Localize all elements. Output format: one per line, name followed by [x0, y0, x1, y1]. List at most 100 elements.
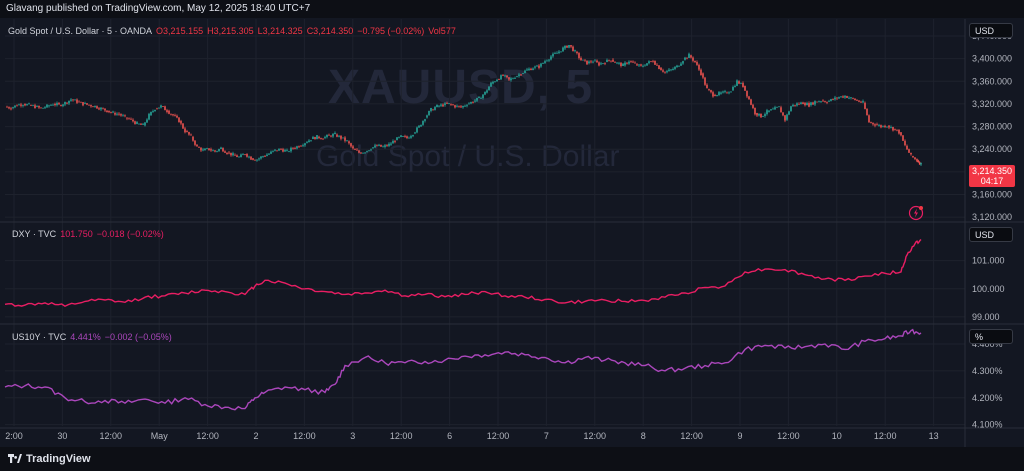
candle-body	[528, 68, 530, 70]
candle-body	[534, 66, 536, 68]
candle-body	[144, 122, 146, 126]
candle-body	[548, 59, 550, 61]
alert-icon[interactable]	[908, 205, 924, 221]
candle-body	[74, 99, 76, 101]
candle-body	[408, 137, 410, 139]
candle-body	[752, 104, 754, 108]
candle-body	[546, 60, 548, 62]
candle-body	[66, 102, 68, 104]
candle-body	[406, 136, 408, 138]
candle-body	[158, 107, 160, 109]
candle-body	[876, 124, 878, 126]
candle-body	[318, 136, 320, 139]
main-legend[interactable]: Gold Spot / U.S. Dollar · 5 · OANDA O3,21…	[8, 26, 460, 36]
candle-body	[50, 104, 52, 106]
x-tick-label: 12:00	[487, 431, 510, 441]
candle-body	[774, 107, 776, 110]
x-tick-label: 12:00	[680, 431, 703, 441]
candle-body	[660, 67, 662, 71]
candle-body	[14, 105, 16, 108]
x-tick-label: 12:00	[874, 431, 897, 441]
candle-body	[542, 62, 544, 64]
y-tick-label: 4.200%	[972, 393, 1003, 403]
candle-body	[310, 140, 312, 142]
candle-body	[642, 65, 644, 67]
candle-body	[790, 106, 792, 112]
candle-body	[796, 103, 798, 106]
candle-body	[618, 62, 620, 64]
candle-body	[462, 105, 464, 108]
candle-body	[306, 142, 308, 143]
dxy-legend[interactable]: DXY · TVC 101.750 −0.018 (−0.02%)	[12, 229, 168, 239]
candle-body	[402, 136, 404, 137]
candle-body	[738, 81, 740, 84]
candle-body	[810, 102, 812, 106]
candle-body	[484, 91, 486, 95]
candle-body	[6, 106, 8, 108]
candle-body	[668, 69, 670, 72]
candle-body	[294, 148, 296, 149]
candle-body	[564, 45, 566, 49]
candle-body	[594, 60, 596, 62]
candle-body	[500, 75, 502, 80]
candle-body	[426, 115, 428, 118]
candle-body	[628, 61, 630, 64]
candle-body	[644, 65, 646, 67]
candle-body	[652, 61, 654, 63]
candle-body	[94, 105, 96, 108]
candle-body	[586, 60, 588, 65]
candle-body	[834, 97, 836, 100]
candle-body	[262, 156, 264, 157]
candle-body	[812, 102, 814, 105]
x-tick-label: 12:00	[196, 431, 219, 441]
dxy-currency-button[interactable]: USD	[969, 227, 1013, 242]
candle-body	[352, 146, 354, 149]
candle-body	[572, 46, 574, 52]
candle-body	[808, 103, 810, 107]
candle-body	[254, 159, 256, 161]
candle-body	[122, 115, 124, 117]
candle-body	[156, 108, 158, 110]
candle-body	[250, 156, 252, 160]
us10y-unit-button[interactable]: %	[969, 329, 1013, 344]
candle-body	[676, 65, 678, 68]
candle-body	[666, 71, 668, 73]
candle-body	[914, 157, 916, 160]
candle-body	[404, 136, 406, 137]
candle-body	[18, 104, 20, 106]
candle-body	[210, 149, 212, 151]
candle-body	[104, 108, 106, 111]
candle-body	[208, 148, 210, 151]
candle-body	[630, 60, 632, 62]
candle-body	[740, 82, 742, 84]
candle-body	[396, 137, 398, 141]
candle-body	[46, 104, 48, 108]
candle-body	[610, 60, 612, 62]
candle-body	[822, 100, 824, 102]
candle-body	[704, 77, 706, 85]
candle-body	[762, 116, 764, 117]
candle-body	[894, 128, 896, 130]
dxy-legend-change: −0.018 (−0.02%)	[96, 229, 164, 239]
candle-body	[778, 106, 780, 108]
publish-header: Glavang published on TradingView.com, Ma…	[0, 0, 1024, 18]
candle-body	[800, 102, 802, 105]
candle-body	[186, 131, 188, 133]
candle-body	[562, 47, 564, 52]
candle-body	[552, 53, 554, 57]
x-tick-label: 2:00	[5, 431, 23, 441]
candle-body	[532, 68, 534, 71]
candle-body	[884, 125, 886, 128]
candle-body	[782, 112, 784, 116]
candle-body	[86, 103, 88, 105]
candle-body	[458, 105, 460, 107]
main-currency-button[interactable]: USD	[969, 23, 1013, 38]
us10y-legend[interactable]: US10Y · TVC 4.441% −0.002 (−0.05%)	[12, 332, 176, 342]
candle-body	[638, 64, 640, 66]
candle-body	[480, 98, 482, 99]
candle-body	[856, 100, 858, 101]
candle-body	[866, 108, 868, 116]
candle-body	[8, 107, 10, 109]
